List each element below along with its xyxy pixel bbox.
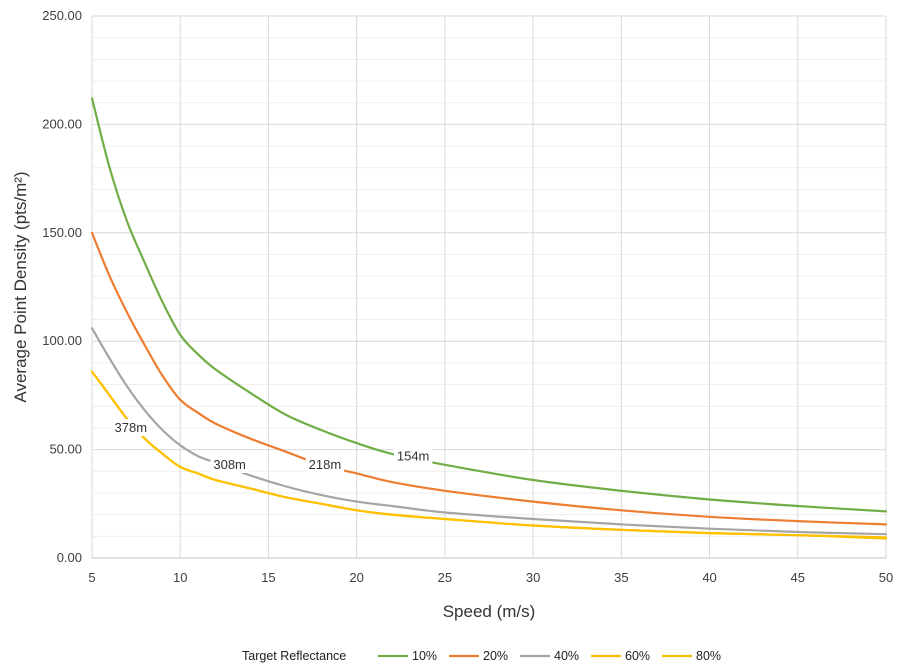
curve-annotations: 378m 308m 218m 154m	[111, 419, 433, 473]
x-tick-label: 45	[791, 570, 805, 585]
y-axis-title: Average Point Density (pts/m²)	[11, 171, 30, 402]
curve-annotation: 154m	[397, 448, 430, 463]
legend-title: Target Reflectance	[242, 649, 346, 663]
curve-annotation: 378m	[115, 420, 148, 435]
legend-item-label: 20%	[483, 649, 508, 663]
x-axis-ticks: 5 10 15 20 25 30 35 40 45 50	[88, 570, 893, 585]
legend-item-label: 40%	[554, 649, 579, 663]
series-line-40pct	[90, 327, 888, 536]
series-line-80pct	[90, 370, 888, 540]
x-tick-label: 25	[438, 570, 452, 585]
y-tick-label: 50.00	[49, 442, 82, 457]
curve-annotation: 308m	[213, 457, 246, 472]
annotation-background	[111, 419, 151, 437]
annotation-background	[210, 455, 249, 473]
annotation-background	[393, 447, 433, 465]
series-line-20pct	[90, 231, 888, 526]
x-tick-label: 15	[261, 570, 275, 585]
y-tick-label: 200.00	[42, 116, 82, 131]
y-axis-ticks: 0.00 50.00 100.00 150.00 200.00 250.00	[42, 8, 82, 565]
x-tick-label: 30	[526, 570, 540, 585]
legend-item-label: 10%	[412, 649, 437, 663]
legend: Target Reflectance 10% 20% 40% 60% 80%	[242, 649, 721, 663]
y-tick-label: 150.00	[42, 225, 82, 240]
legend-item-label: 60%	[625, 649, 650, 663]
x-tick-label: 40	[702, 570, 716, 585]
legend-item-label: 80%	[696, 649, 721, 663]
y-tick-label: 0.00	[57, 550, 82, 565]
y-tick-label: 250.00	[42, 8, 82, 23]
grid	[91, 15, 887, 559]
x-tick-label: 50	[879, 570, 893, 585]
series-line-10pct	[90, 97, 888, 513]
annotation-background	[305, 455, 345, 473]
x-tick-label: 10	[173, 570, 187, 585]
curve-annotation: 218m	[309, 457, 342, 472]
x-tick-label: 5	[88, 570, 95, 585]
series-line-60pct	[90, 370, 888, 539]
x-axis-title: Speed (m/s)	[443, 602, 536, 621]
y-tick-label: 100.00	[42, 333, 82, 348]
x-tick-label: 35	[614, 570, 628, 585]
x-tick-label: 20	[349, 570, 363, 585]
series-lines	[90, 97, 888, 540]
